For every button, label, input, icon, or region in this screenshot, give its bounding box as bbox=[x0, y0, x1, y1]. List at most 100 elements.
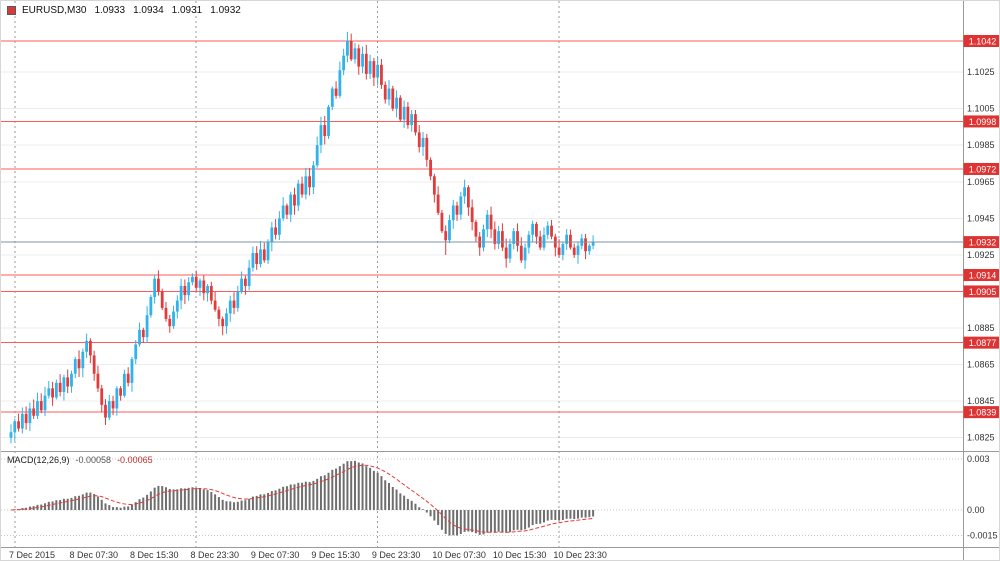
candle-body bbox=[557, 247, 561, 255]
candle-body bbox=[172, 311, 175, 327]
candle-body bbox=[569, 234, 572, 248]
time-axis-label: 9 Dec 23:30 bbox=[372, 550, 421, 560]
level-price-badge bbox=[963, 115, 999, 128]
candle-body bbox=[240, 278, 243, 292]
level-price-badge bbox=[963, 285, 999, 298]
level-price-badge-label: 1.0998 bbox=[969, 117, 997, 127]
candle-body bbox=[455, 205, 459, 215]
candle-body bbox=[168, 318, 172, 327]
candle-body bbox=[270, 227, 274, 243]
price-axis-label: 1.0865 bbox=[967, 360, 995, 370]
candle-body bbox=[266, 242, 270, 261]
candle-body bbox=[225, 313, 228, 327]
candle-body bbox=[319, 125, 323, 146]
quote-close: 1.0932 bbox=[210, 5, 241, 16]
time-axis-label: 10 Dec 15:30 bbox=[493, 550, 547, 560]
candle-body bbox=[81, 351, 85, 369]
candle-body bbox=[489, 214, 493, 230]
candle-body bbox=[104, 404, 107, 418]
level-price-badge-label: 1.0877 bbox=[969, 338, 997, 348]
candle-body bbox=[217, 309, 221, 319]
level-price-badge bbox=[963, 162, 999, 175]
candle-body bbox=[308, 176, 312, 188]
candle-body bbox=[236, 291, 240, 308]
candle-body bbox=[376, 64, 380, 78]
symbol-period-label: EURUSD,M30 bbox=[22, 5, 87, 16]
candle-body bbox=[323, 125, 327, 137]
candle-body bbox=[482, 229, 485, 248]
candle-body bbox=[501, 231, 504, 248]
price-axis-label: 1.0965 bbox=[967, 177, 995, 187]
candle-body bbox=[58, 382, 62, 393]
candle-body bbox=[516, 231, 519, 246]
candle-body bbox=[565, 234, 569, 244]
candle-body bbox=[77, 359, 81, 369]
candle-body bbox=[451, 205, 455, 221]
price-axis-label: 1.0825 bbox=[967, 433, 995, 443]
time-axis-label: 9 Dec 15:30 bbox=[311, 550, 360, 560]
candle-body bbox=[406, 106, 410, 126]
candle-body bbox=[357, 48, 361, 67]
candle-body bbox=[470, 207, 474, 222]
candle-body bbox=[54, 382, 58, 398]
candle-body bbox=[508, 243, 512, 259]
candle-body bbox=[92, 355, 96, 374]
indicator-name: MACD(12,26,9) bbox=[7, 455, 70, 465]
level-price-badge bbox=[963, 406, 999, 419]
price-axis-label: 1.0925 bbox=[967, 250, 995, 260]
candle-body bbox=[353, 48, 357, 60]
quote-high: 1.0934 bbox=[133, 5, 164, 16]
quote-low: 1.0931 bbox=[171, 5, 203, 16]
candle-body bbox=[160, 291, 164, 308]
candle-body bbox=[17, 421, 20, 429]
candle-body bbox=[421, 137, 425, 148]
candle-body bbox=[402, 106, 406, 120]
candle-body bbox=[380, 64, 383, 85]
level-price-badge-label: 1.0839 bbox=[969, 408, 997, 418]
candle-body bbox=[395, 97, 398, 109]
candle-body bbox=[493, 229, 497, 244]
candle-body bbox=[157, 278, 160, 292]
candle-body bbox=[497, 231, 501, 244]
candle-body bbox=[338, 70, 342, 96]
candle-body bbox=[126, 373, 130, 383]
candle-body bbox=[550, 225, 553, 237]
macd-signal-line bbox=[10, 464, 594, 533]
candle-body bbox=[429, 159, 432, 177]
candle-body bbox=[527, 234, 531, 248]
candle-body bbox=[206, 285, 209, 294]
candle-body bbox=[312, 165, 315, 188]
macd-axis-label: 0.003 bbox=[967, 454, 990, 464]
candle-body bbox=[153, 278, 157, 297]
candle-body bbox=[436, 194, 440, 213]
price-axis-label: 1.1005 bbox=[967, 104, 995, 114]
candle-body bbox=[327, 106, 330, 137]
time-axis-label: 10 Dec 23:30 bbox=[553, 550, 607, 560]
level-price-badge-label: 1.1042 bbox=[969, 37, 997, 47]
time-axis-label: 8 Dec 15:30 bbox=[130, 550, 179, 560]
current-price-badge bbox=[963, 236, 999, 249]
candle-body bbox=[198, 280, 202, 288]
candle-body bbox=[417, 132, 421, 148]
level-price-badge bbox=[963, 35, 999, 47]
candle-body bbox=[440, 212, 444, 232]
candle-body bbox=[304, 176, 308, 195]
candle-body bbox=[463, 187, 466, 197]
candle-body bbox=[70, 373, 73, 387]
candle-body bbox=[546, 225, 550, 235]
candle-body bbox=[277, 218, 281, 235]
indicator-value: -0.00058 bbox=[75, 455, 112, 465]
candle-body bbox=[24, 413, 28, 424]
candle-body bbox=[209, 285, 213, 301]
price-axis-label: 1.1025 bbox=[967, 67, 995, 77]
candle-body bbox=[20, 413, 24, 429]
chart-header: EURUSD,M30 1.0933 1.0934 1.0931 1.0932 bbox=[7, 5, 241, 16]
candle-body bbox=[100, 388, 104, 405]
candle-body bbox=[115, 388, 119, 409]
macd-axis-label: -0.0015 bbox=[967, 531, 998, 541]
candle-body bbox=[262, 249, 266, 261]
candle-body bbox=[444, 231, 448, 241]
candle-body bbox=[334, 88, 338, 96]
